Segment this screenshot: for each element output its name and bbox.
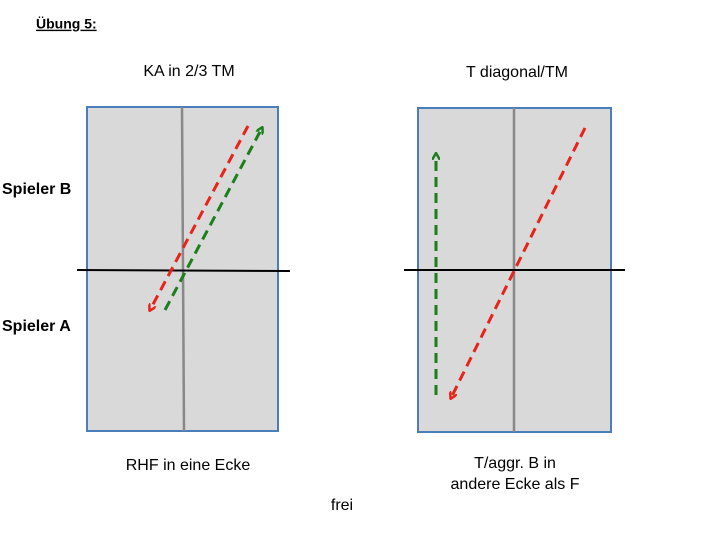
player-label: Spieler B [2,181,71,198]
diagram-heading: KA in 2/3 TM [143,63,234,80]
footer-note: frei [331,497,353,514]
diagram-caption: RHF in eine Ecke [126,457,251,474]
diagram-caption: T/aggr. B in [474,455,556,472]
player-label: Spieler A [2,318,71,335]
table [404,107,625,433]
table [76,106,291,432]
diagram-caption: andere Ecke als F [451,476,580,493]
diagram-heading: T diagonal/TM [466,64,568,81]
title: Übung 5: [36,16,97,32]
